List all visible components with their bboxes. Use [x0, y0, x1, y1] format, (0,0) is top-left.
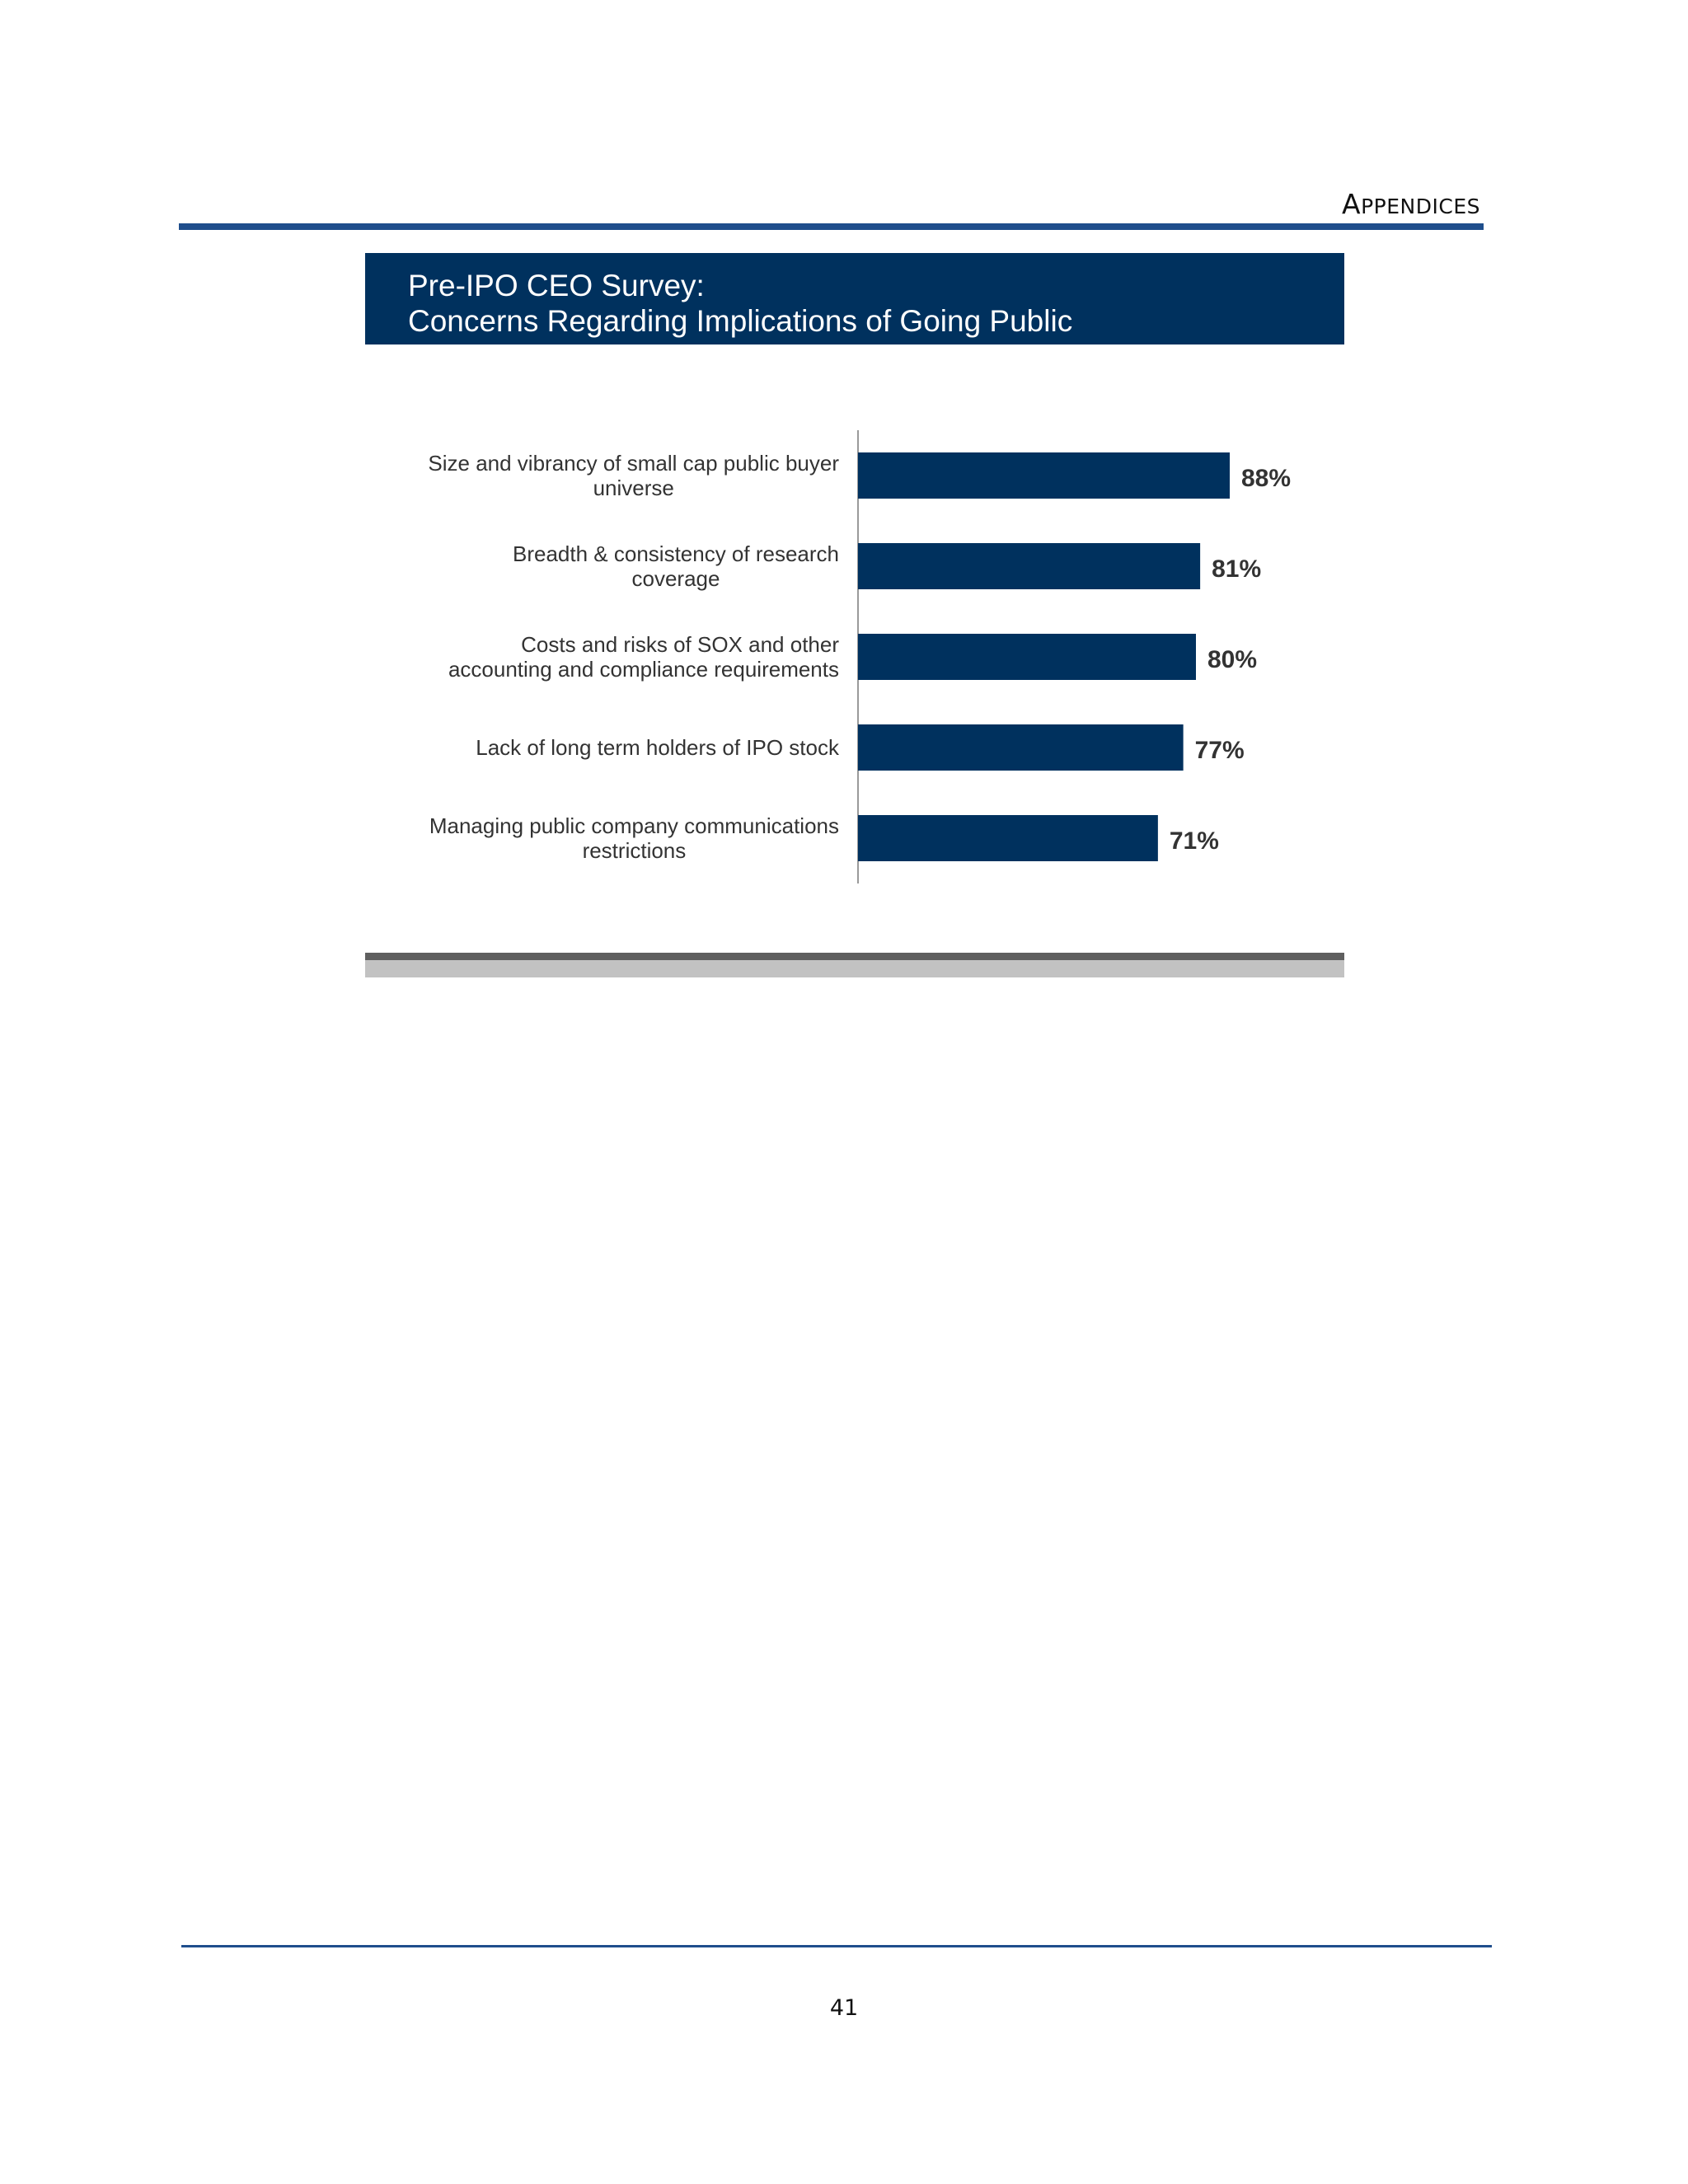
bar-2	[858, 543, 1201, 589]
category-label-5-line-2: restrictions	[583, 838, 687, 863]
category-label-2-line-1: Breadth & consistency of research	[513, 541, 839, 566]
bar-1	[858, 452, 1230, 499]
bar-value-label-3: 80%	[1207, 646, 1257, 673]
figure-bottom-band-dark	[365, 953, 1344, 960]
footer-rule	[181, 1945, 1492, 1947]
bar-4	[858, 724, 1184, 771]
section-header-rest: PPENDICES	[1361, 194, 1480, 218]
section-header: APPENDICES	[1286, 188, 1480, 220]
bar-chart: 88% Size and vibrancy of small cap public…	[428, 430, 1291, 883]
figure-title-line-2: Concerns Regarding Implications of Going…	[408, 304, 1073, 338]
bar-5	[858, 815, 1158, 861]
figure-bottom-band-light	[365, 960, 1344, 977]
figure-title-line-1: Pre-IPO CEO Survey:	[408, 269, 705, 302]
page-number: 41	[829, 1995, 859, 2021]
header-rule	[179, 223, 1484, 230]
category-label-1-line-1: Size and vibrancy of small cap public bu…	[428, 451, 839, 476]
bar-value-label-1: 88%	[1241, 465, 1291, 492]
category-label-1-line-2: universe	[593, 476, 674, 500]
category-label-3-line-1: Costs and risks of SOX and other	[521, 632, 839, 657]
bar-value-label-4: 77%	[1195, 737, 1245, 764]
category-label-5-line-1: Managing public company communications	[429, 813, 839, 838]
section-header-initial: A	[1342, 188, 1362, 220]
category-label-2-line-2: coverage	[632, 566, 720, 591]
category-label-3-line-2: accounting and compliance requirements	[448, 657, 839, 682]
bar-value-label-5: 71%	[1170, 827, 1219, 855]
category-label-4-line-1: Lack of long term holders of IPO stock	[476, 735, 840, 760]
figure-title-band: Pre-IPO CEO Survey: Concerns Regarding I…	[365, 253, 1344, 344]
bar-value-label-2: 81%	[1212, 555, 1261, 583]
bar-3	[858, 634, 1196, 680]
